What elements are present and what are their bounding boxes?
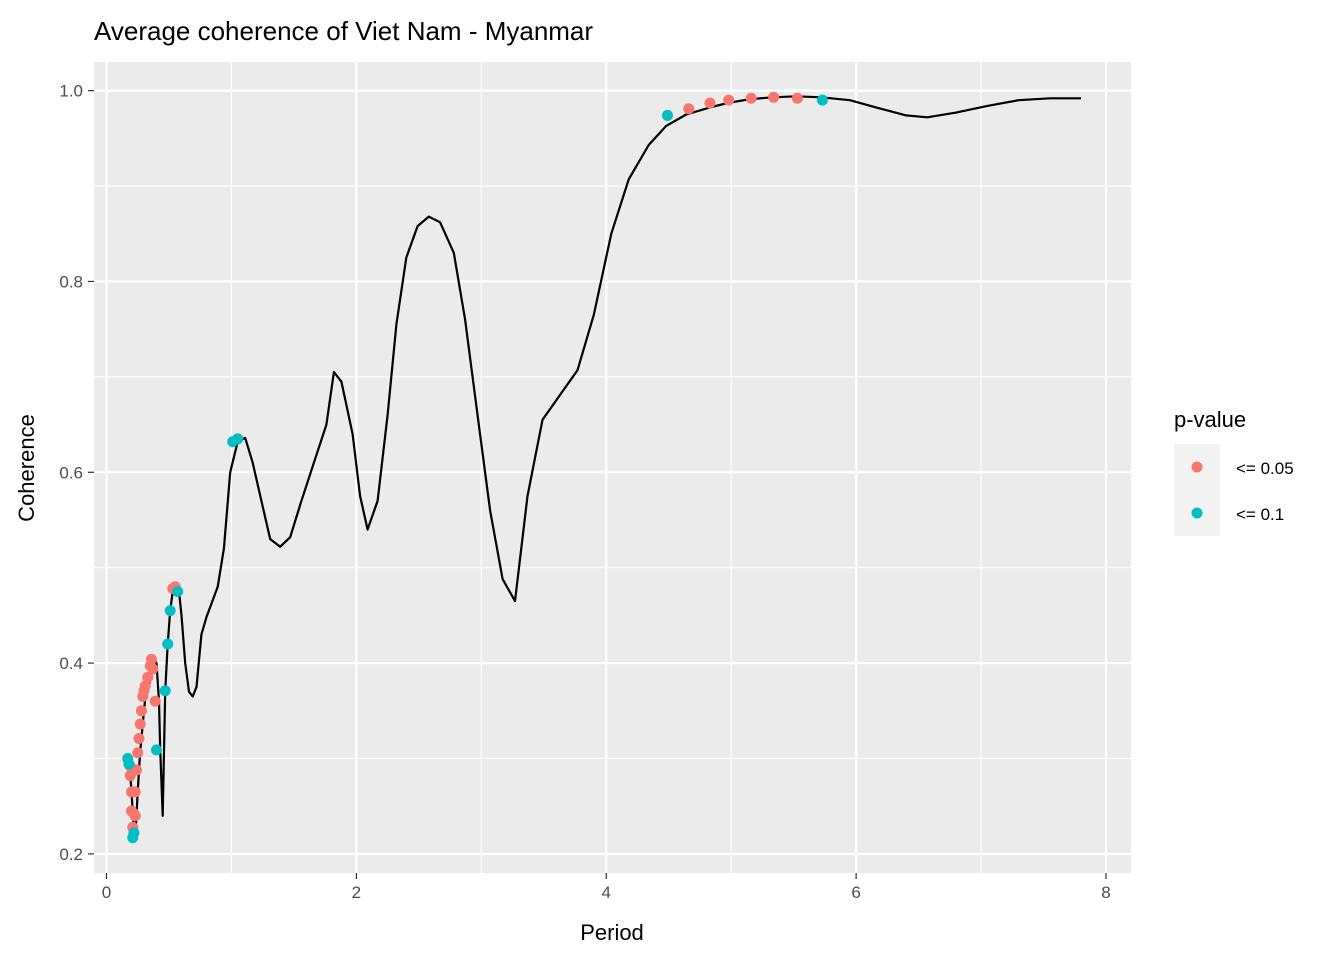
- point-layer: [122, 91, 828, 844]
- data-point-low-p: [129, 810, 141, 822]
- data-point-low-p: [147, 663, 159, 675]
- data-point-low-p: [135, 705, 147, 717]
- x-axis-title: Period: [580, 920, 644, 945]
- x-tick-label: 8: [1101, 883, 1110, 902]
- grid-layer: [94, 62, 1131, 873]
- data-point-mid-p: [661, 109, 673, 121]
- data-point-mid-p: [123, 758, 135, 770]
- data-point-low-p: [704, 97, 716, 109]
- data-point-mid-p: [150, 744, 162, 756]
- y-axis-title: Coherence: [14, 414, 39, 522]
- data-point-mid-p: [164, 605, 176, 617]
- data-point-mid-p: [232, 433, 244, 445]
- data-point-low-p: [130, 764, 142, 776]
- plot-panel: [94, 62, 1131, 873]
- legend-label-mid-p: <= 0.1: [1236, 505, 1284, 524]
- y-tick-label: 0.8: [59, 272, 83, 291]
- data-point-low-p: [139, 680, 151, 692]
- axis-layer: 0 2 4 6 8 0.2 0.4 0.6 0.8 1.0: [59, 82, 1110, 902]
- data-point-mid-p: [816, 94, 828, 106]
- data-point-low-p: [723, 94, 735, 106]
- data-point-low-p: [133, 732, 145, 744]
- data-point-low-p: [149, 695, 161, 707]
- legend-label-low-p: <= 0.05: [1236, 459, 1294, 478]
- data-point-low-p: [132, 747, 144, 759]
- data-point-low-p: [142, 671, 154, 683]
- legend-key-low-p: [1191, 461, 1203, 473]
- y-tick-label: 0.2: [59, 845, 83, 864]
- legend: p-value <= 0.05 <= 0.1: [1174, 407, 1294, 536]
- data-point-low-p: [791, 92, 803, 104]
- x-tick-label: 4: [602, 883, 611, 902]
- legend-key-mid-p: [1191, 507, 1203, 519]
- data-point-low-p: [768, 91, 780, 103]
- data-point-mid-p: [159, 685, 171, 697]
- y-tick-label: 1.0: [59, 82, 83, 101]
- data-point-mid-p: [172, 586, 184, 598]
- legend-title: p-value: [1174, 407, 1246, 432]
- data-point-mid-p: [162, 638, 174, 650]
- y-tick-label: 0.6: [59, 463, 83, 482]
- x-tick-label: 0: [102, 883, 111, 902]
- y-tick-label: 0.4: [59, 654, 83, 673]
- data-point-low-p: [683, 103, 695, 115]
- data-point-low-p: [745, 92, 757, 104]
- x-tick-label: 6: [851, 883, 860, 902]
- x-tick-label: 2: [352, 883, 361, 902]
- chart-title: Average coherence of Viet Nam - Myanmar: [94, 16, 593, 46]
- data-point-low-p: [145, 653, 157, 665]
- data-point-mid-p: [128, 827, 140, 839]
- data-point-low-p: [134, 718, 146, 730]
- data-point-low-p: [129, 786, 141, 798]
